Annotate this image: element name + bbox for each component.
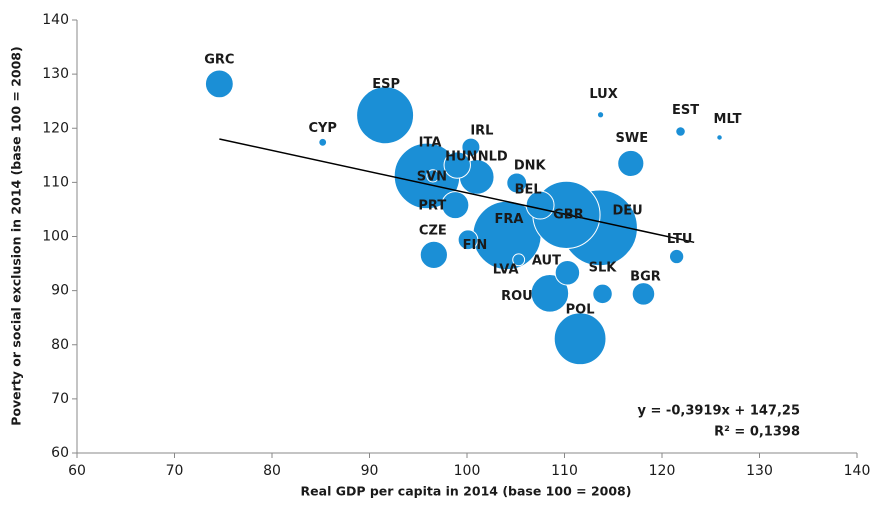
y-axis-label: Poverty or social exclusion in 2014 (bas… <box>9 46 24 425</box>
point-label: NLD <box>478 149 508 164</box>
x-tick-label: 100 <box>454 463 481 479</box>
bubble <box>675 126 686 137</box>
bubble <box>457 229 479 251</box>
y-tick-label: 100 <box>42 229 69 245</box>
bubble <box>461 137 481 157</box>
bubble <box>530 274 570 313</box>
bubble <box>617 149 645 178</box>
point-label: FIN <box>463 238 488 253</box>
y-tick-label: 80 <box>51 337 69 353</box>
x-axis-label: Real GDP per capita in 2014 (base 100 = … <box>301 484 632 499</box>
point-label: MLT <box>714 112 742 127</box>
x-tick-label: 110 <box>551 463 578 479</box>
y-tick-label: 120 <box>42 120 69 136</box>
x-tick-label: 80 <box>263 463 281 479</box>
bubble <box>356 86 415 145</box>
point-label: IRL <box>470 124 493 139</box>
point-label: SLK <box>589 260 618 275</box>
bubble <box>716 134 723 141</box>
bubble <box>318 137 328 147</box>
point-label: CZE <box>419 223 447 238</box>
bubble <box>631 282 656 306</box>
r-squared: R² = 0,1398 <box>714 425 800 440</box>
y-tick-label: 140 <box>42 12 69 28</box>
x-tick-label: 120 <box>649 463 676 479</box>
point-label: AUT <box>532 253 561 268</box>
bubble <box>512 253 526 267</box>
bubble <box>426 169 440 183</box>
bubble <box>506 172 528 194</box>
bubble <box>668 248 685 265</box>
x-tick-label: 90 <box>361 463 379 479</box>
point-label: ROU <box>501 289 533 304</box>
y-tick-label: 130 <box>42 66 69 82</box>
point-label: BEL <box>515 183 542 198</box>
point-label: POL <box>566 302 595 317</box>
point-label: GBR <box>553 207 584 222</box>
x-tick-label: 140 <box>844 463 871 479</box>
point-label: BGR <box>630 269 661 284</box>
point-label: LVA <box>493 262 519 277</box>
bubble <box>596 111 605 119</box>
bubble <box>592 283 613 305</box>
y-tick-label: 70 <box>51 391 69 407</box>
y-tick-label: 60 <box>51 445 69 461</box>
y-tick-label: 90 <box>51 283 69 299</box>
point-label: DNK <box>514 158 547 173</box>
x-tick-label: 130 <box>746 463 773 479</box>
point-label: LTU <box>667 232 693 247</box>
point-label: EST <box>672 103 699 118</box>
bubble <box>204 69 234 99</box>
y-tick-label: 110 <box>42 174 69 190</box>
point-label: GRC <box>204 52 234 67</box>
point-label: PRT <box>418 199 446 214</box>
trendline <box>219 138 695 244</box>
x-tick-label: 60 <box>68 463 86 479</box>
point-label: ITA <box>419 135 442 150</box>
x-tick-label: 70 <box>166 463 184 479</box>
bubble <box>554 260 581 286</box>
point-label: DEU <box>612 203 642 218</box>
bubble <box>443 151 471 179</box>
bubble <box>441 191 470 220</box>
point-label: FRA <box>494 212 523 227</box>
point-label: SWE <box>616 131 649 146</box>
equation: y = -0,3919x + 147,25 <box>638 404 800 419</box>
point-label: LUX <box>589 87 617 102</box>
point-label: SVN <box>417 169 447 184</box>
point-label: ESP <box>372 77 400 92</box>
bubble <box>419 240 448 270</box>
point-label: CYP <box>308 121 336 136</box>
bubble <box>553 312 607 366</box>
point-label: HUN <box>445 150 477 165</box>
